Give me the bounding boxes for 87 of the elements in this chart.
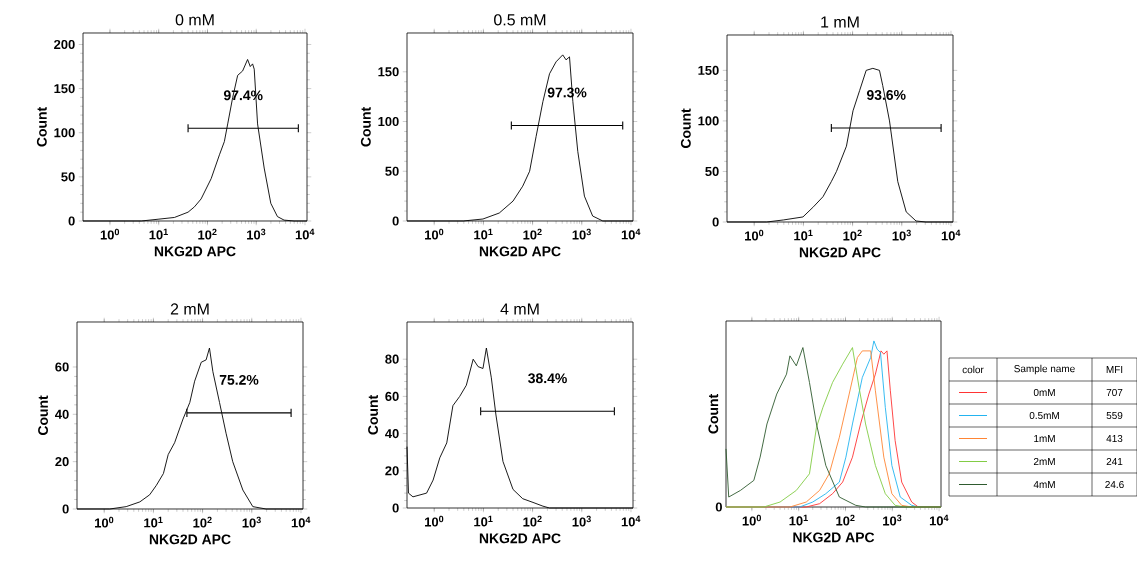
x-tick-label: 10$^{1}$: [149, 228, 168, 240]
x-tick-label: 10$^{4}$: [621, 515, 641, 527]
y-tick-label: 40: [385, 429, 399, 439]
text: 559: [1106, 411, 1123, 420]
x-axis-title: NKG2D APC: [149, 534, 231, 545]
x-tick-label: 10$^{0}$: [425, 228, 444, 240]
x-tick-label: 10$^{1}$: [794, 229, 813, 241]
y-tick-label: 20: [385, 466, 399, 476]
y-tick-label: 80: [385, 354, 399, 364]
text: 241: [1106, 458, 1123, 465]
y-tick-label: 100: [698, 116, 719, 126]
x-axis-title: NKG2D APC: [799, 247, 881, 258]
y-axis-title: Count: [38, 395, 48, 436]
y-tick-label: 60: [385, 391, 399, 401]
x-tick-label: 10$^{4}$: [291, 516, 311, 528]
chart-title: 1 mM: [821, 16, 859, 28]
text: 4mM: [1033, 481, 1055, 488]
x-tick-label: 10$^{4}$: [295, 228, 315, 240]
y-tick-label: 150: [378, 67, 399, 77]
x-tick-label: 10$^{2}$: [523, 515, 542, 527]
x-axis-title: NKG2D APC: [479, 533, 561, 544]
x-tick-label: 10$^{1}$: [474, 515, 493, 527]
y-axis-title: Count: [360, 107, 371, 147]
text: 24.6: [1105, 480, 1124, 489]
x-tick-label: 10$^{3}$: [892, 229, 911, 241]
chart-title: 0 mM: [175, 14, 214, 26]
text: MFI: [1106, 366, 1123, 373]
x-tick-label: 10$^{0}$: [100, 228, 120, 240]
y-tick-label: 50: [705, 166, 719, 177]
y-tick-label: 20: [55, 457, 69, 467]
annotation: 93.6%: [866, 90, 906, 100]
text: Sample name: [1014, 364, 1075, 375]
x-tick-label: 10$^{1}$: [789, 514, 808, 526]
annotation: 97.4%: [223, 90, 263, 101]
y-tick-label: 0: [712, 217, 719, 227]
text: 2mM: [1033, 458, 1055, 465]
y-tick-label: 100: [54, 128, 75, 138]
y-axis-title: Count: [36, 107, 47, 147]
text: color: [962, 365, 984, 374]
text: 0mM: [1033, 388, 1055, 397]
text: 707: [1106, 388, 1123, 397]
text: 1mM: [1034, 435, 1055, 442]
x-tick-label: 10$^{3}$: [883, 514, 902, 526]
y-tick-label: 100: [378, 116, 399, 127]
y-axis-title: Count: [680, 108, 691, 149]
chart-title: 2 mM: [170, 303, 209, 315]
chart-title: 0.5 mM: [494, 14, 546, 26]
y-axis-title: Count: [708, 394, 719, 434]
y-tick-label: 200: [54, 39, 75, 50]
annotation: 38.4%: [528, 373, 567, 384]
text: 413: [1106, 434, 1123, 443]
x-tick-label: 10$^{3}$: [572, 515, 591, 527]
y-tick-label: 50: [385, 166, 399, 176]
x-axis-title: NKG2D APC: [479, 246, 561, 257]
y-tick-label: 0: [62, 504, 69, 514]
y-tick-label: 0: [392, 216, 399, 226]
y-tick-label: 0: [68, 216, 75, 226]
text: 0.5mM: [1029, 411, 1059, 420]
annotation: 75.2%: [219, 374, 259, 385]
x-tick-label: 10$^{4}$: [929, 514, 949, 526]
x-tick-label: 10$^{2}$: [836, 514, 855, 526]
x-axis-title: NKG2D APC: [154, 246, 236, 257]
x-tick-label: 10$^{0}$: [745, 229, 764, 241]
x-tick-label: 10$^{0}$: [425, 515, 444, 527]
y-axis-title: Count: [368, 395, 378, 435]
y-tick-label: 0: [392, 503, 399, 513]
x-tick-label: 10$^{1}$: [474, 228, 493, 240]
y-tick-label: 150: [698, 65, 719, 75]
chart-title: 4 mM: [500, 303, 539, 315]
x-axis-title: NKG2D APC: [793, 532, 875, 543]
x-tick-label: 10$^{3}$: [572, 228, 591, 240]
x-tick-label: 10$^{4}$: [941, 229, 961, 241]
x-tick-label: 10$^{2}$: [523, 228, 542, 240]
y-tick-label: 40: [55, 409, 69, 419]
y-tick-label: 60: [55, 362, 69, 372]
x-tick-label: 10$^{0}$: [742, 514, 761, 526]
x-tick-label: 10$^{2}$: [198, 228, 217, 240]
y-tick-label: 150: [54, 84, 75, 94]
y-tick-label: 50: [61, 172, 75, 182]
annotation: 97.3%: [547, 87, 587, 98]
x-tick-label: 10$^{2}$: [843, 229, 862, 241]
x-tick-label: 10$^{3}$: [242, 516, 261, 528]
x-tick-label: 10$^{4}$: [621, 228, 641, 240]
x-tick-label: 10$^{3}$: [247, 228, 266, 240]
x-tick-label: 10$^{0}$: [95, 516, 114, 528]
x-tick-label: 10$^{2}$: [193, 516, 212, 528]
x-tick-label: 10$^{1}$: [144, 516, 163, 528]
